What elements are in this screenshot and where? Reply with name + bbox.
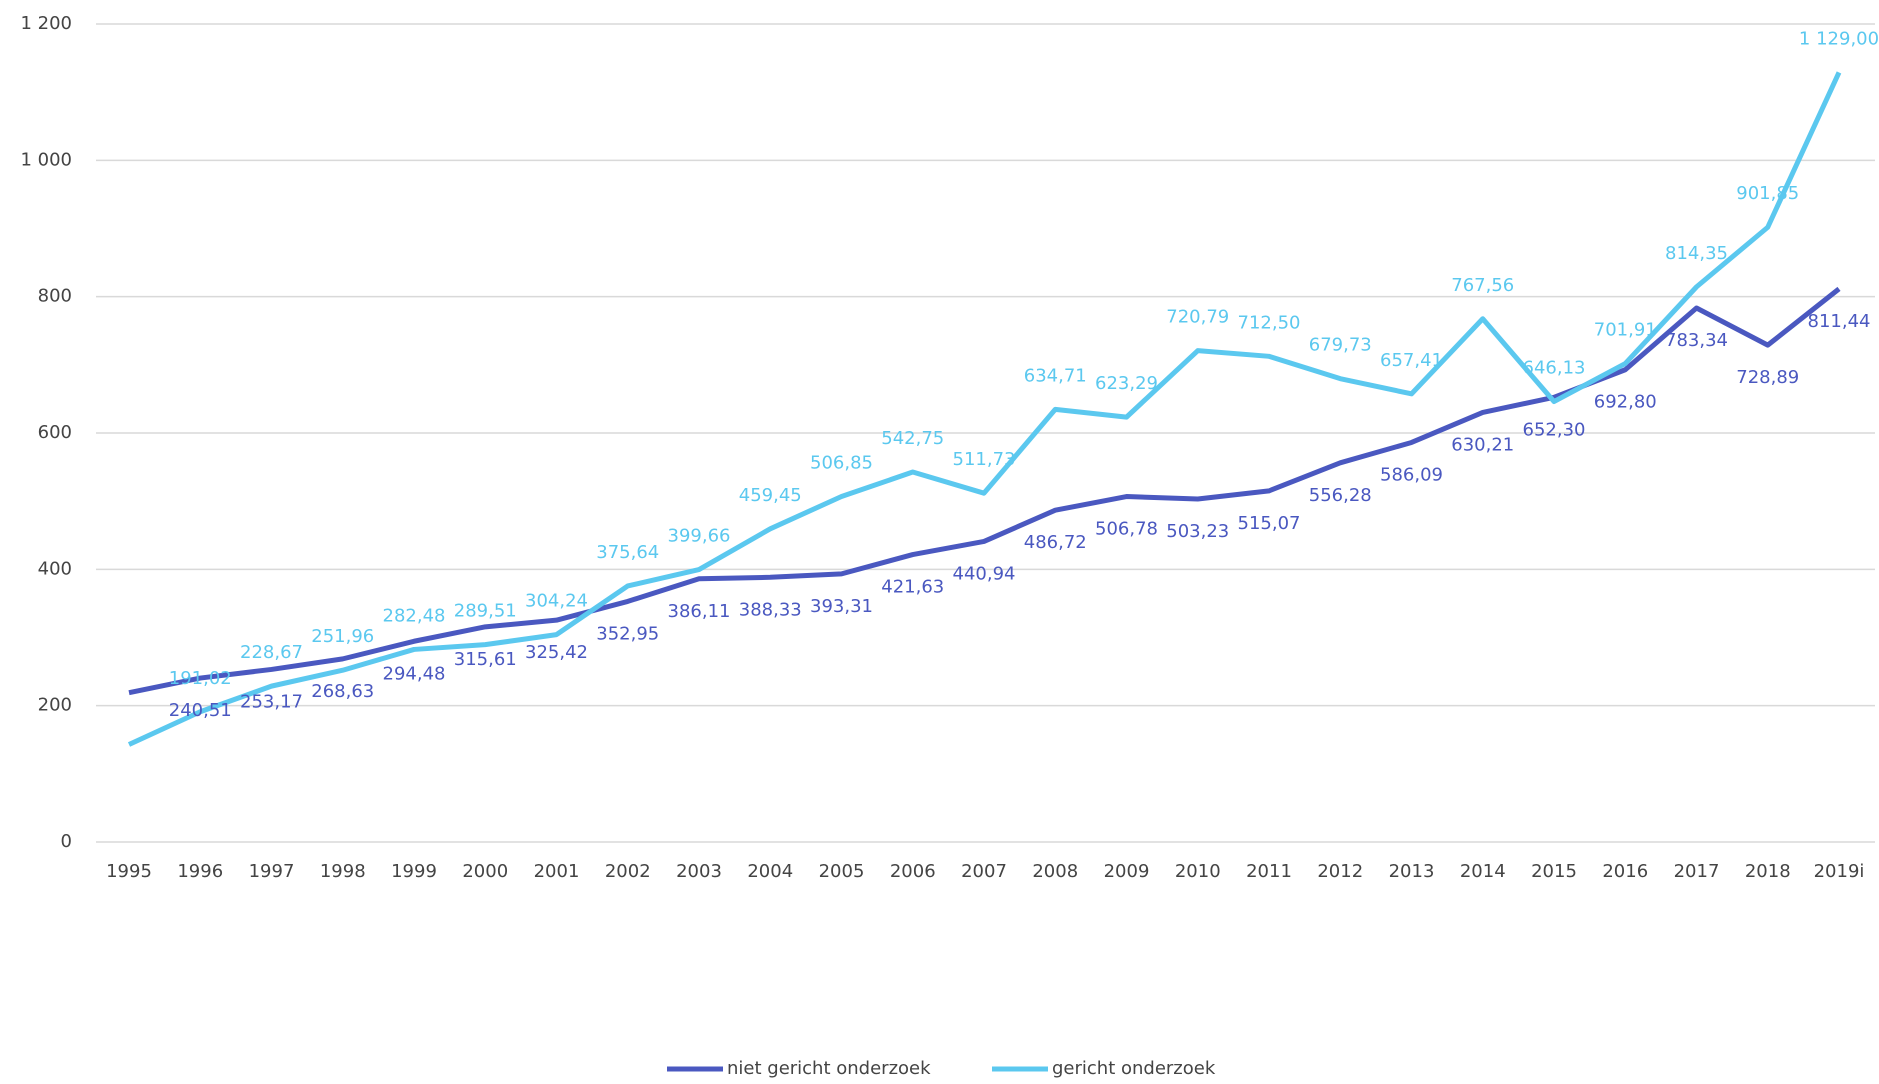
y-tick-label: 600: [38, 422, 72, 443]
data-label: 783,34: [1665, 330, 1728, 351]
data-label: 511,73: [953, 449, 1016, 470]
x-tick-label: 1998: [320, 861, 366, 882]
data-label: 486,72: [1024, 532, 1087, 553]
data-label: 289,51: [454, 601, 517, 622]
data-label: 315,61: [454, 649, 517, 670]
y-tick-label: 1 200: [20, 13, 72, 34]
data-label: 294,48: [383, 663, 446, 684]
x-tick-label: 2004: [747, 861, 793, 882]
x-tick-label: 2014: [1460, 861, 1506, 882]
y-tick-label: 400: [38, 558, 72, 579]
data-label: 399,66: [668, 526, 731, 547]
data-label: 251,96: [311, 626, 374, 647]
data-label: 268,63: [311, 681, 374, 702]
data-label: 191,02: [169, 668, 232, 689]
x-tick-label: 2001: [534, 861, 580, 882]
data-label: 515,07: [1238, 513, 1301, 534]
data-label: 506,85: [810, 452, 873, 473]
data-label: 253,17: [240, 691, 303, 712]
x-tick-label: 2008: [1032, 861, 1078, 882]
x-tick-label: 2019i: [1814, 861, 1865, 882]
x-tick-label: 2018: [1745, 861, 1791, 882]
data-label: 586,09: [1380, 464, 1443, 485]
data-label: 646,13: [1523, 358, 1586, 379]
data-label: 421,63: [881, 577, 944, 598]
x-tick-label: 2017: [1674, 861, 1720, 882]
y-tick-label: 200: [38, 695, 72, 716]
data-label: 282,48: [383, 605, 446, 626]
data-label: 814,35: [1665, 243, 1728, 264]
legend-label: niet gericht onderzoek: [727, 1058, 931, 1079]
data-label: 1 129,00: [1799, 28, 1879, 49]
data-label: 459,45: [739, 485, 802, 506]
x-tick-label: 2015: [1531, 861, 1577, 882]
x-tick-label: 2012: [1317, 861, 1363, 882]
data-label: 506,78: [1095, 519, 1158, 540]
data-label: 503,23: [1166, 521, 1229, 542]
data-label: 712,50: [1238, 312, 1301, 333]
y-tick-label: 800: [38, 286, 72, 307]
data-label: 811,44: [1808, 311, 1871, 332]
data-label: 388,33: [739, 599, 802, 620]
x-tick-label: 1996: [177, 861, 223, 882]
data-label: 701,91: [1594, 320, 1657, 341]
y-tick-label: 1 000: [20, 149, 72, 170]
data-label: 767,56: [1451, 275, 1514, 296]
x-tick-label: 2007: [961, 861, 1007, 882]
x-tick-label: 2002: [605, 861, 651, 882]
data-label: 901,85: [1736, 183, 1799, 204]
data-label: 352,95: [596, 623, 659, 644]
x-tick-label: 1997: [249, 861, 295, 882]
x-tick-label: 2000: [462, 861, 508, 882]
x-tick-label: 2006: [890, 861, 936, 882]
data-label: 692,80: [1594, 392, 1657, 413]
data-label: 630,21: [1451, 434, 1514, 455]
data-label: 556,28: [1309, 485, 1372, 506]
data-label: 728,89: [1736, 367, 1799, 388]
data-label: 652,30: [1523, 419, 1586, 440]
x-tick-label: 2010: [1175, 861, 1221, 882]
x-tick-label: 2005: [819, 861, 865, 882]
data-label: 393,31: [810, 596, 873, 617]
x-tick-label: 1999: [391, 861, 437, 882]
x-tick-label: 2013: [1389, 861, 1435, 882]
series-line: [128, 286, 1841, 696]
x-tick-label: 2009: [1104, 861, 1150, 882]
x-tick-label: 2011: [1246, 861, 1292, 882]
data-label: 657,41: [1380, 350, 1443, 371]
data-label: 386,11: [668, 601, 731, 622]
data-label: 623,29: [1095, 373, 1158, 394]
x-tick-label: 1995: [106, 861, 152, 882]
data-label: 240,51: [169, 700, 232, 721]
data-label: 542,75: [881, 428, 944, 449]
data-label: 440,94: [953, 563, 1016, 584]
x-tick-label: 2003: [676, 861, 722, 882]
y-tick-label: 0: [61, 831, 72, 852]
legend-label: gericht onderzoek: [1052, 1058, 1216, 1079]
data-label: 679,73: [1309, 335, 1372, 356]
data-label: 720,79: [1166, 307, 1229, 328]
x-tick-label: 2016: [1602, 861, 1648, 882]
data-label: 634,71: [1024, 365, 1087, 386]
data-label: 228,67: [240, 642, 303, 663]
data-label: 375,64: [596, 542, 659, 563]
series-line: [127, 71, 1842, 747]
data-label: 325,42: [525, 642, 588, 663]
data-label: 304,24: [525, 591, 588, 612]
